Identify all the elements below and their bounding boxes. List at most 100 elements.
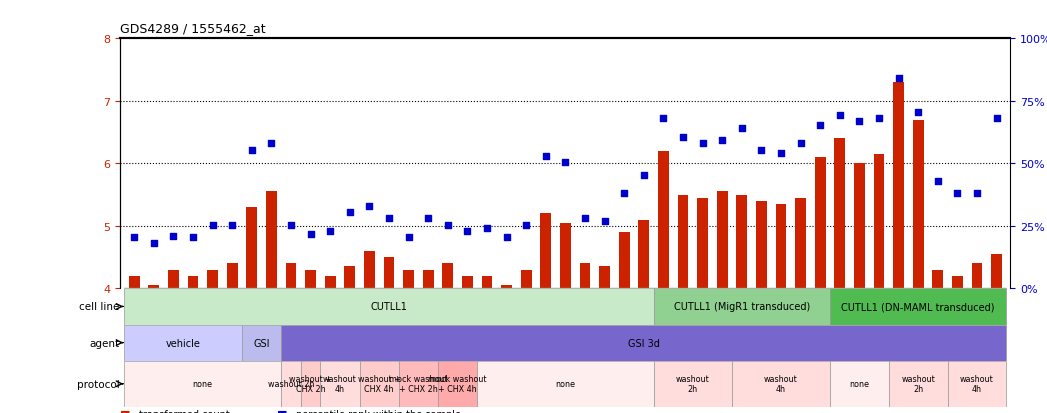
- Bar: [677, 195, 688, 289]
- Bar: [796, 198, 806, 289]
- Bar: [540, 214, 551, 289]
- Bar: [893, 83, 904, 289]
- Text: washout
2h: washout 2h: [901, 374, 935, 393]
- Bar: [948, 289, 967, 401]
- Point: [655, 116, 672, 122]
- Bar: [873, 154, 885, 289]
- Bar: [163, 289, 183, 401]
- Text: GSM731528: GSM731528: [680, 292, 686, 336]
- Bar: [423, 270, 433, 289]
- Text: GSM731543: GSM731543: [955, 292, 960, 336]
- Bar: [344, 267, 355, 289]
- Text: GSM731502: GSM731502: [171, 292, 176, 336]
- Bar: [834, 139, 845, 289]
- Bar: [242, 325, 282, 361]
- Text: GSM731505: GSM731505: [229, 292, 236, 336]
- Bar: [282, 325, 1006, 361]
- Bar: [619, 233, 629, 289]
- Text: mock washout
+ CHX 4h: mock washout + CHX 4h: [428, 374, 487, 393]
- Text: GSM731515: GSM731515: [484, 292, 490, 336]
- Text: washout +
CHX 2h: washout + CHX 2h: [289, 374, 332, 393]
- Text: GSM731508: GSM731508: [347, 292, 353, 336]
- Point: [811, 122, 828, 128]
- Text: GSM731536: GSM731536: [818, 292, 823, 336]
- Bar: [364, 251, 375, 289]
- Point: [283, 222, 299, 228]
- Bar: [246, 208, 258, 289]
- Text: GSI 3d: GSI 3d: [628, 338, 660, 348]
- Text: GSM731542: GSM731542: [935, 292, 941, 336]
- Point: [224, 222, 241, 228]
- Bar: [790, 289, 810, 401]
- Text: transformed count: transformed count: [139, 409, 230, 413]
- Bar: [772, 289, 790, 401]
- Bar: [575, 289, 595, 401]
- Text: GSM731518: GSM731518: [249, 292, 254, 336]
- Bar: [125, 289, 143, 401]
- Text: GSM731533: GSM731533: [758, 292, 764, 336]
- Bar: [752, 289, 772, 401]
- Bar: [222, 289, 242, 401]
- Text: GSM731534: GSM731534: [778, 292, 784, 336]
- Text: GSM731516: GSM731516: [504, 292, 510, 336]
- Bar: [207, 270, 218, 289]
- Text: none: none: [849, 380, 869, 388]
- Bar: [320, 289, 340, 401]
- Text: washout 2h: washout 2h: [268, 380, 314, 388]
- Bar: [149, 285, 159, 289]
- Bar: [658, 152, 669, 289]
- Point: [518, 222, 535, 228]
- Bar: [560, 223, 571, 289]
- Point: [303, 231, 319, 238]
- Bar: [967, 289, 987, 401]
- Bar: [952, 276, 963, 289]
- Bar: [300, 361, 320, 407]
- Text: GSM731540: GSM731540: [895, 292, 901, 336]
- Point: [674, 135, 691, 141]
- Text: none: none: [193, 380, 213, 388]
- Bar: [340, 289, 359, 401]
- Text: GSM731510: GSM731510: [386, 292, 392, 336]
- Point: [773, 150, 789, 157]
- Text: percentile rank within the sample: percentile rank within the sample: [296, 409, 462, 413]
- Text: GSM731526: GSM731526: [641, 292, 647, 336]
- Point: [184, 234, 201, 241]
- Point: [871, 116, 888, 122]
- Point: [420, 216, 437, 222]
- Bar: [168, 270, 179, 289]
- Point: [204, 222, 221, 228]
- Text: GSM731532: GSM731532: [739, 292, 744, 336]
- Bar: [933, 270, 943, 289]
- Point: [321, 228, 338, 235]
- Text: CUTLL1 (MigR1 transduced): CUTLL1 (MigR1 transduced): [673, 302, 810, 312]
- Bar: [580, 264, 591, 289]
- Bar: [282, 289, 300, 401]
- Bar: [125, 325, 242, 361]
- Point: [459, 228, 475, 235]
- Text: GSM731545: GSM731545: [994, 292, 1000, 336]
- Point: [753, 147, 770, 154]
- Text: GSM731524: GSM731524: [602, 292, 607, 336]
- Bar: [187, 276, 198, 289]
- Text: GSM731525: GSM731525: [621, 292, 627, 336]
- Text: washout
4h: washout 4h: [960, 374, 994, 393]
- Bar: [634, 289, 653, 401]
- Bar: [815, 158, 826, 289]
- Bar: [756, 202, 766, 289]
- Text: GSM731522: GSM731522: [562, 292, 569, 336]
- Text: GSM731535: GSM731535: [798, 292, 804, 336]
- Text: mock washout
+ CHX 2h: mock washout + CHX 2h: [389, 374, 448, 393]
- Bar: [282, 361, 300, 407]
- Text: GSM731512: GSM731512: [425, 292, 431, 336]
- Text: GSM731527: GSM731527: [661, 292, 666, 336]
- Bar: [129, 276, 139, 289]
- Bar: [125, 361, 282, 407]
- Text: washout
4h: washout 4h: [764, 374, 798, 393]
- Text: agent: agent: [89, 338, 119, 348]
- Text: protocol: protocol: [76, 379, 119, 389]
- Point: [988, 116, 1005, 122]
- Bar: [599, 267, 610, 289]
- Bar: [830, 361, 889, 407]
- Bar: [889, 361, 948, 407]
- Point: [263, 141, 280, 147]
